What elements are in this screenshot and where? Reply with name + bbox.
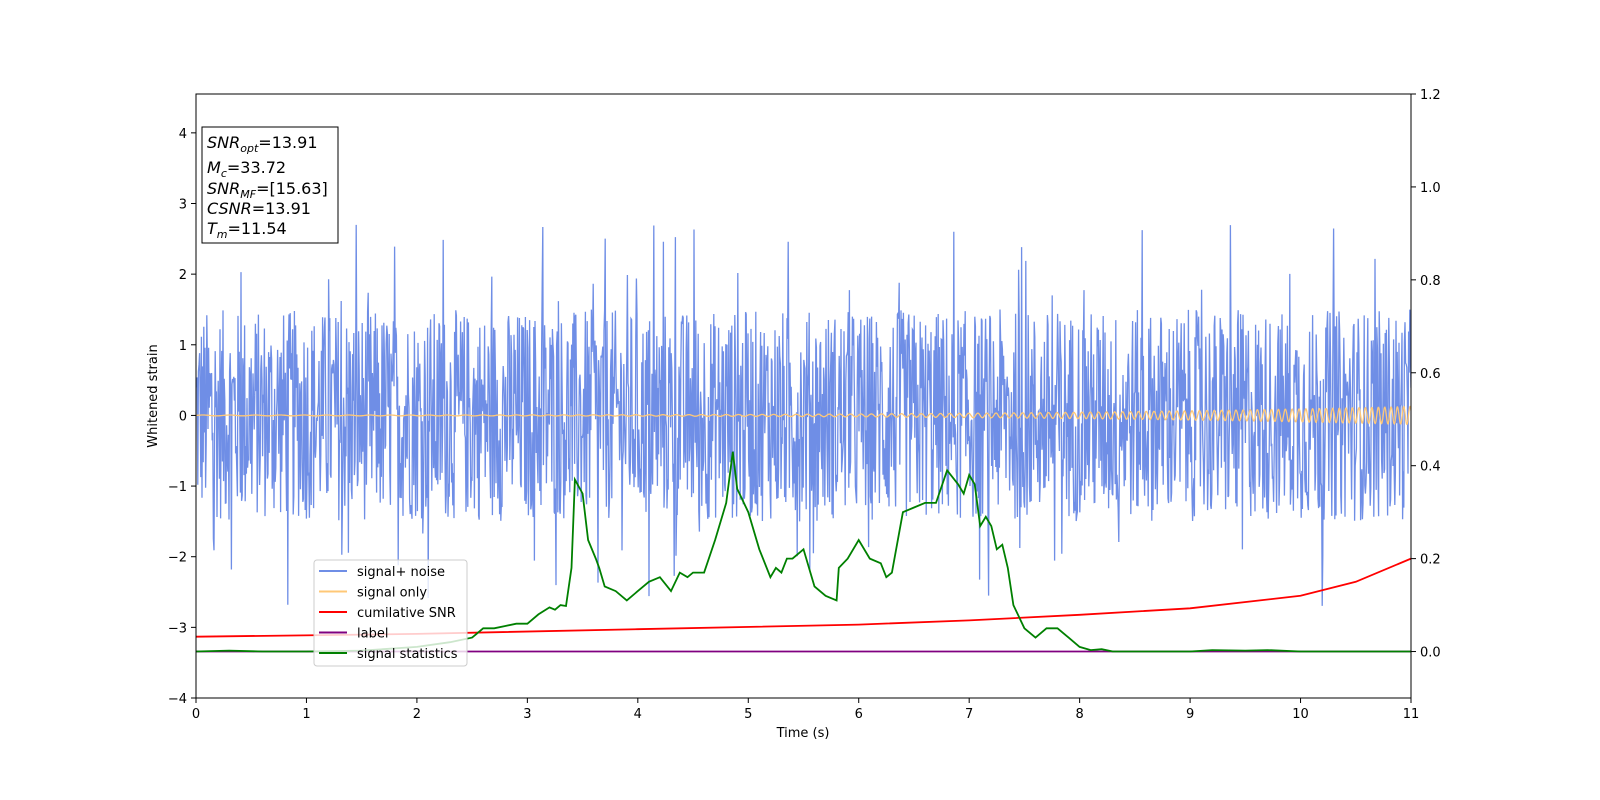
x-axis: 0 1 2 3 4 5 6 7 8 9 10 11 (192, 698, 1419, 722)
x-tick-label: 6 (855, 707, 863, 722)
x-tick-label: 9 (1186, 707, 1194, 722)
legend: signal+ noise signal only cumilative SNR la… (314, 560, 467, 666)
y-left-tick-label: 4 (179, 127, 187, 142)
y-right-tick-label: 1.2 (1420, 88, 1441, 103)
y-right-tick-label: 0.6 (1420, 367, 1441, 382)
x-tick-label: 11 (1403, 707, 1420, 722)
y-right-tick-label: 0.2 (1420, 553, 1441, 568)
y-left-tick-label: 3 (179, 197, 187, 212)
x-tick-label: 10 (1292, 707, 1309, 722)
x-tick-label: 4 (634, 707, 642, 722)
stats-line: CSNR=13.91 (207, 199, 311, 218)
y-left-tick-label: −4 (168, 692, 187, 707)
y-right-tick-label: 0.8 (1420, 274, 1441, 289)
legend-label: cumilative SNR (357, 606, 456, 621)
legend-label: signal only (357, 586, 427, 601)
y-right-tick-label: 0.4 (1420, 460, 1441, 475)
legend-label: signal+ noise (357, 565, 445, 580)
stats-line: Mc=33.72 (207, 158, 286, 180)
stats-line: SNRopt=13.91 (207, 133, 318, 155)
x-axis-label: Time (s) (776, 726, 830, 741)
legend-label: label (357, 627, 388, 642)
y-axis-label: Whitened strain (146, 344, 161, 447)
y-left-tick-label: 1 (179, 339, 187, 354)
y-left-tick-label: −3 (168, 621, 187, 636)
x-tick-label: 1 (302, 707, 310, 722)
y-right-tick-label: 0.0 (1420, 646, 1441, 661)
y-left-tick-label: −2 (168, 551, 187, 566)
legend-label: signal statistics (357, 647, 458, 662)
x-tick-label: 8 (1075, 707, 1083, 722)
y-left-tick-label: 0 (179, 409, 187, 424)
x-tick-label: 0 (192, 707, 200, 722)
y-right-tick-label: 1.0 (1420, 181, 1441, 196)
x-tick-label: 5 (744, 707, 752, 722)
y-left-tick-label: −1 (168, 480, 187, 495)
stats-box: SNRopt=13.91 Mc=33.72SNRMF=[15.63]CSNR=13… (202, 127, 338, 243)
stats-line: SNRMF=[15.63] (207, 179, 328, 201)
y-axis-left: −4 −3 −2 −1 0 1 2 3 4 (168, 127, 196, 707)
x-tick-label: 7 (965, 707, 973, 722)
x-tick-label: 3 (523, 707, 531, 722)
y-left-tick-label: 2 (179, 268, 187, 283)
x-tick-label: 2 (413, 707, 421, 722)
y-axis-right: 0.0 0.2 0.4 0.6 0.8 1.0 1.2 (1411, 88, 1441, 661)
